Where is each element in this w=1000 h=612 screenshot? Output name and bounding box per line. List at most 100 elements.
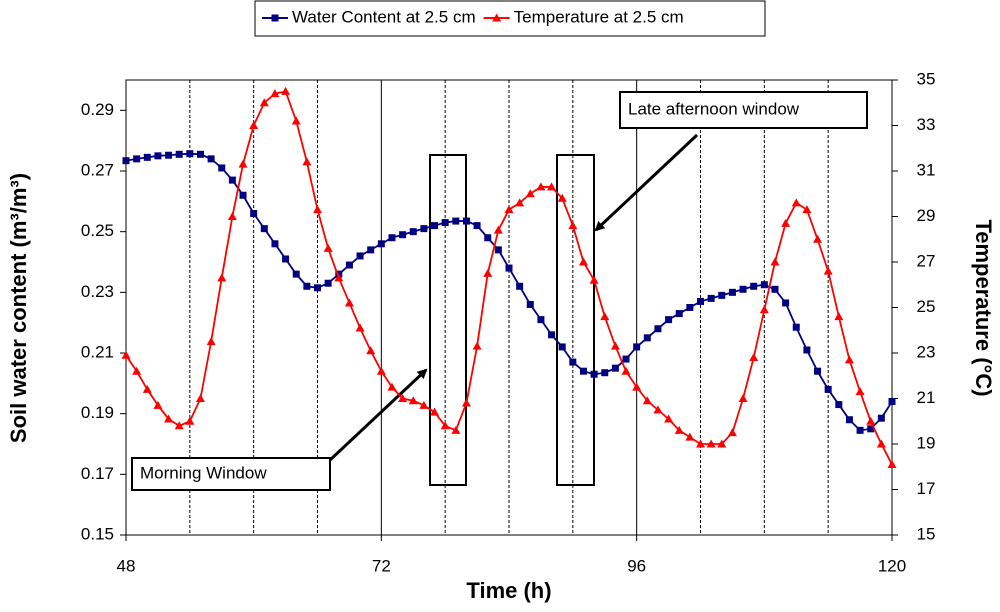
marker xyxy=(696,439,705,448)
marker xyxy=(431,222,439,230)
marker xyxy=(174,421,184,430)
marker xyxy=(813,234,823,243)
y2-tick-label: 21 xyxy=(917,388,936,407)
marker xyxy=(675,310,683,318)
marker xyxy=(887,459,897,468)
marker xyxy=(750,282,758,290)
marker xyxy=(493,225,503,234)
marker xyxy=(388,234,396,242)
marker xyxy=(706,439,716,448)
marker xyxy=(674,425,684,434)
marker xyxy=(643,334,651,342)
legend xyxy=(254,0,766,37)
marker xyxy=(271,14,279,22)
marker xyxy=(472,341,482,350)
x-tick-label: 96 xyxy=(627,556,646,575)
y-axis-title: Soil water content (m³/m³) xyxy=(6,173,31,443)
marker xyxy=(718,291,726,299)
marker xyxy=(271,240,279,248)
marker xyxy=(143,153,151,161)
marker xyxy=(579,367,587,375)
y2-tick-label: 19 xyxy=(917,433,936,452)
marker xyxy=(334,273,344,282)
marker xyxy=(281,86,291,95)
marker xyxy=(282,255,290,263)
legend-label: Temperature at 2.5 cm xyxy=(514,7,684,26)
marker xyxy=(399,231,407,239)
x-axis-title: Time (h) xyxy=(466,578,551,603)
marker xyxy=(738,394,748,402)
marker xyxy=(856,426,864,434)
marker xyxy=(195,394,205,402)
marker xyxy=(250,209,258,217)
annotation-box xyxy=(619,91,868,129)
x-tick-label: 120 xyxy=(878,556,906,575)
marker xyxy=(578,257,588,266)
marker xyxy=(356,252,364,260)
marker xyxy=(462,217,470,225)
marker xyxy=(515,198,525,207)
annotation-box xyxy=(131,457,331,491)
marker xyxy=(632,382,642,391)
annotation: Morning Window xyxy=(140,463,267,482)
marker xyxy=(866,416,876,425)
marker xyxy=(239,191,247,199)
marker xyxy=(536,182,546,191)
marker xyxy=(781,218,791,227)
marker xyxy=(303,282,311,290)
marker xyxy=(260,225,268,233)
marker xyxy=(621,366,631,375)
y2-tick-label: 27 xyxy=(917,251,936,270)
arrow xyxy=(594,133,699,232)
marker xyxy=(814,367,822,375)
marker xyxy=(759,305,769,314)
marker xyxy=(867,425,875,433)
marker xyxy=(484,234,492,242)
y-tick-label: 0.27 xyxy=(81,160,114,179)
legend-label: Water Content at 2.5 cm xyxy=(292,7,476,26)
marker xyxy=(877,414,885,422)
marker xyxy=(452,217,460,225)
marker xyxy=(505,264,513,272)
marker xyxy=(876,439,886,448)
y2-axis-title: Temperature (°C) xyxy=(971,219,996,396)
marker xyxy=(366,346,376,355)
marker xyxy=(610,341,620,350)
y2-tick-label: 29 xyxy=(917,206,936,225)
marker xyxy=(727,428,737,437)
marker xyxy=(313,205,322,214)
marker xyxy=(760,281,768,289)
x-tick-label: 48 xyxy=(117,556,136,575)
marker xyxy=(717,439,727,448)
marker xyxy=(218,164,226,172)
y2-tick-label: 15 xyxy=(917,524,936,543)
marker xyxy=(355,323,365,332)
marker xyxy=(601,369,609,377)
marker xyxy=(461,398,471,407)
marker xyxy=(314,284,321,292)
marker xyxy=(185,416,195,425)
marker xyxy=(823,266,833,275)
marker xyxy=(291,116,301,125)
marker xyxy=(483,268,493,277)
marker xyxy=(132,366,142,375)
y-tick-label: 0.23 xyxy=(81,282,114,301)
marker xyxy=(686,304,694,311)
marker xyxy=(227,212,237,220)
marker xyxy=(568,221,578,230)
marker xyxy=(217,273,227,282)
marker xyxy=(302,157,312,166)
marker xyxy=(749,353,759,362)
marker xyxy=(707,294,715,302)
marker xyxy=(697,297,704,305)
marker xyxy=(558,343,566,351)
marker xyxy=(377,240,385,248)
marker xyxy=(844,355,854,364)
marker xyxy=(345,261,353,269)
marker xyxy=(685,432,695,441)
marker xyxy=(409,228,417,236)
marker xyxy=(569,358,577,366)
marker xyxy=(526,300,534,308)
marker xyxy=(855,387,865,396)
